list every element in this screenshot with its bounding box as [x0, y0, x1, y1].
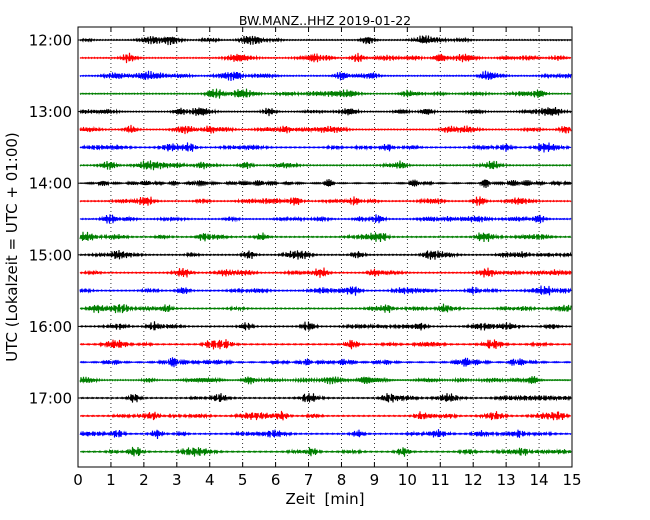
- x-tick-label-10: 10: [398, 471, 417, 489]
- trace-12:30: [79, 70, 572, 82]
- y-axis-ticks: 12:00 13:00 14:00 15:00 16:00 17:00: [29, 32, 572, 408]
- y-tick-label-16:00: 16:00: [29, 318, 72, 336]
- x-axis-label: Zeit [min]: [285, 490, 364, 508]
- plot-frame: [77, 26, 573, 468]
- x-tick-label-12: 12: [464, 471, 483, 489]
- chart-title: BW.MANZ..HHZ 2019-01-22: [239, 13, 411, 28]
- minute-gridlines: [110, 27, 540, 467]
- y-axis-label: UTC (Lokalzeit = UTC + 01:00): [3, 132, 21, 362]
- x-tick-label-1: 1: [106, 471, 116, 489]
- trace-14:00: [79, 179, 572, 188]
- trace-12:15: [79, 52, 572, 64]
- trace-15:30: [79, 285, 572, 296]
- x-tick-label-14: 14: [530, 471, 549, 489]
- x-tick-label-5: 5: [238, 471, 248, 489]
- trace-16:15: [79, 339, 572, 350]
- trace-13:30: [79, 142, 572, 153]
- y-tick-label-12:00: 12:00: [29, 32, 72, 50]
- y-tick-label-13:00: 13:00: [29, 103, 72, 121]
- trace-13:00: [79, 107, 572, 117]
- x-tick-label-6: 6: [271, 471, 281, 489]
- trace-16:30: [79, 357, 572, 368]
- y-tick-label-15:00: 15:00: [29, 246, 72, 264]
- trace-15:45: [79, 303, 572, 314]
- x-tick-label-13: 13: [497, 471, 516, 489]
- x-axis-ticks: 0 1 2 3 4 5 6 7 8 9 10 11 12 13 14 15: [73, 27, 582, 489]
- x-tick-label-9: 9: [370, 471, 380, 489]
- trace-14:30: [79, 214, 572, 224]
- trace-17:45: [79, 446, 572, 457]
- trace-12:45: [79, 88, 572, 99]
- x-tick-label-3: 3: [172, 471, 182, 489]
- x-tick-label-8: 8: [337, 471, 347, 489]
- trace-12:00: [79, 35, 572, 46]
- trace-15:15: [79, 267, 572, 278]
- y-tick-label-14:00: 14:00: [29, 175, 72, 193]
- x-tick-label-7: 7: [304, 471, 314, 489]
- trace-16:45: [79, 376, 572, 385]
- trace-13:15: [79, 124, 572, 135]
- trace-14:15: [79, 196, 572, 206]
- y-tick-label-17:00: 17:00: [29, 390, 72, 408]
- trace-13:45: [79, 160, 572, 171]
- x-tick-label-4: 4: [205, 471, 215, 489]
- trace-17:00: [79, 393, 572, 403]
- x-tick-label-2: 2: [139, 471, 149, 489]
- trace-16:00: [79, 321, 572, 331]
- trace-14:45: [79, 231, 572, 243]
- x-tick-label-11: 11: [431, 471, 450, 489]
- seismogram-traces: [79, 35, 572, 457]
- x-tick-label-15: 15: [562, 471, 581, 489]
- trace-17:30: [79, 429, 572, 439]
- trace-17:15: [79, 410, 572, 421]
- x-tick-label-0: 0: [73, 471, 83, 489]
- trace-15:00: [79, 249, 572, 260]
